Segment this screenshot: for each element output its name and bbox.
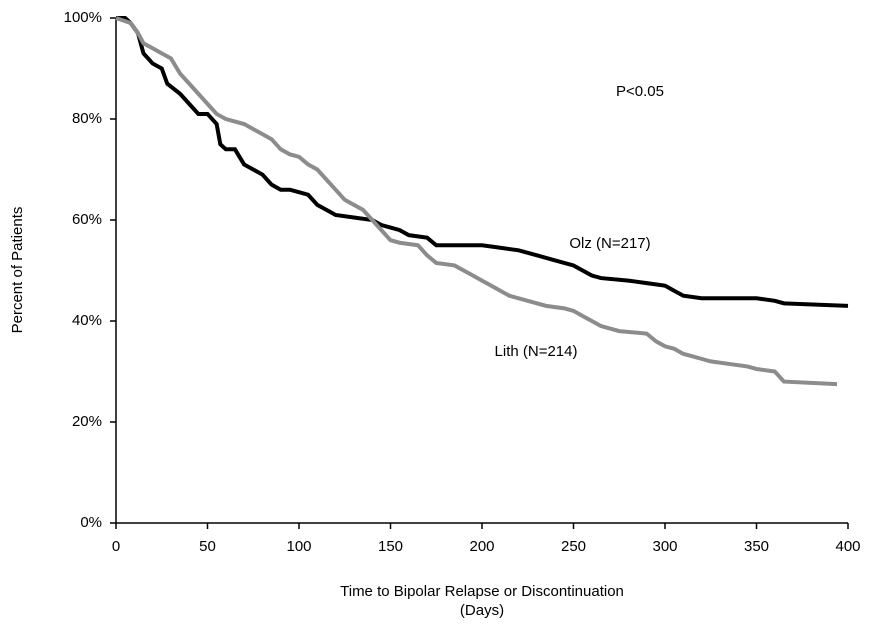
annotation: P<0.05 xyxy=(616,83,664,100)
survival-curve xyxy=(115,16,838,387)
x-tick-label: 400 xyxy=(835,538,860,555)
y-axis-label: Percent of Patients xyxy=(9,207,26,334)
y-tick-label: 0% xyxy=(80,514,102,531)
y-tick-label: 100% xyxy=(64,9,102,26)
y-tick-label: 80% xyxy=(72,110,102,127)
x-tick-label: 0 xyxy=(112,538,120,555)
x-axis-label: (Days) xyxy=(460,602,504,619)
series-label: Olz (N=217) xyxy=(569,235,650,252)
series-label: Lith (N=214) xyxy=(495,343,578,360)
x-axis-label: Time to Bipolar Relapse or Discontinuati… xyxy=(340,583,624,600)
x-tick-label: 50 xyxy=(199,538,216,555)
x-tick-label: 350 xyxy=(744,538,769,555)
y-tick-label: 60% xyxy=(72,211,102,228)
x-tick-label: 150 xyxy=(378,538,403,555)
x-tick-label: 250 xyxy=(561,538,586,555)
survival-curve xyxy=(116,16,849,308)
y-tick-label: 40% xyxy=(72,312,102,329)
x-tick-label: 300 xyxy=(652,538,677,555)
y-tick-label: 20% xyxy=(72,413,102,430)
x-tick-label: 100 xyxy=(286,538,311,555)
x-tick-label: 200 xyxy=(469,538,494,555)
